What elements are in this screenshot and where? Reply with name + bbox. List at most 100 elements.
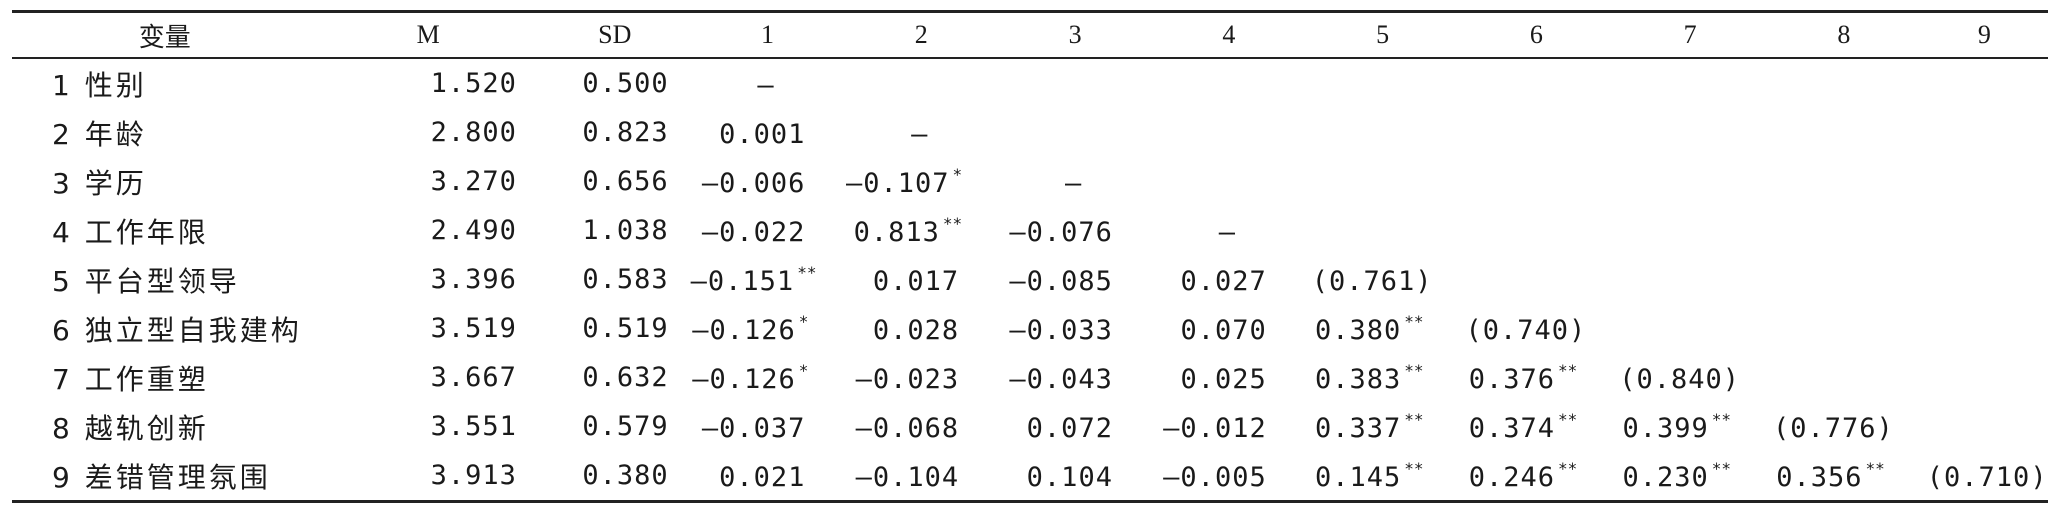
correlation-value: —0.023 [855,363,960,395]
correlation-value: —0.022 [701,216,806,248]
empty-cell [1767,255,1921,304]
empty-cell [1921,353,2048,402]
correlation-value: 0.025 [1180,363,1267,395]
mean-value: 3.519 [430,313,517,344]
table-row: 6 独立型自我建构 3.519 0.519 —0.126 * 0.028 —0.033 0.0… [12,304,2048,353]
variable-label: 5 平台型领导 [52,264,240,298]
correlation-cell: 0.380 ** [1306,304,1460,353]
correlation-cell: 0.337 ** [1306,402,1460,451]
empty-cell [1767,108,1921,157]
empty-cell [1613,304,1767,353]
sd-value: 0.500 [582,68,669,99]
empty-cell [1459,58,1613,108]
correlation-cell: — [691,58,845,108]
correlation-cell: 0.356 ** [1767,451,1921,502]
correlation-cell: (0.776) [1767,402,1921,451]
correlation-cell: —0.151 ** [691,255,845,304]
empty-cell [1767,157,1921,206]
header-col-3: 3 [1068,20,1082,49]
sd-value: 0.656 [582,166,669,197]
significance-marker: ** [942,213,963,233]
correlation-value: — [1064,167,1083,199]
mean-value: 3.396 [430,264,517,295]
header-col-5: 5 [1376,20,1390,49]
table-header: 变量 M SD 1 2 3 4 5 6 7 8 9 [12,11,2048,58]
correlation-cell: (0.740) [1459,304,1613,353]
correlation-cell: —0.033 [998,304,1152,353]
mean-value: 3.551 [430,411,517,442]
empty-cell [1613,108,1767,157]
correlation-cell: (0.761) [1306,255,1460,304]
significance-marker: ** [797,262,817,282]
mean-value: 1.520 [430,68,517,99]
correlation-value: 0.813 [853,216,940,248]
empty-cell [1459,108,1613,157]
empty-cell [1152,58,1306,108]
variable-label: 6 独立型自我建构 [52,313,302,347]
correlation-cell: 0.070 [1152,304,1306,353]
correlation-cell: —0.022 [691,206,845,255]
empty-cell [1459,255,1613,304]
significance-marker: ** [1711,458,1732,478]
header-row: 变量 M SD 1 2 3 4 5 6 7 8 9 [12,11,2048,58]
correlation-cell: —0.012 [1152,402,1306,451]
variable-label: 9 差错管理氛围 [52,460,271,494]
mean-value: 2.490 [430,215,517,246]
correlation-value: 0.021 [719,461,806,493]
header-mean: M [416,20,440,49]
empty-cell [1152,108,1306,157]
significance-marker: ** [1557,360,1578,380]
correlation-value: 0.070 [1180,314,1267,346]
empty-cell [1613,255,1767,304]
correlation-value: —0.033 [1009,314,1113,346]
empty-cell [1921,206,2048,255]
mean-value: 2.800 [430,117,517,148]
correlation-cell: —0.107 * [844,157,998,206]
significance-marker: ** [1865,458,1885,478]
header-col-4: 4 [1222,20,1236,49]
correlation-cell: —0.023 [844,353,998,402]
correlation-cell: 0.072 [998,402,1152,451]
correlation-cell: 0.399 ** [1613,402,1767,451]
correlation-value: —0.076 [1009,216,1113,248]
significance-marker: ** [1404,311,1424,331]
correlation-cell: 0.028 [844,304,998,353]
correlation-value: 0.337 [1314,412,1402,444]
correlation-value: 0.399 [1622,412,1709,444]
correlation-cell: 0.017 [844,255,998,304]
table-row: 4 工作年限 2.490 1.038 —0.022 0.813 ** —0.076 — [12,206,2048,255]
correlation-value: —0.012 [1163,412,1267,444]
empty-cell [1459,206,1613,255]
correlation-value: —0.126 [692,314,796,346]
correlation-value: (0.840) [1619,363,1741,395]
variable-label: 3 学历 [52,166,147,200]
correlation-cell: —0.126 * [691,353,845,402]
correlation-cell: 0.001 [691,108,845,157]
empty-cell [1921,108,2048,157]
correlation-value: (0.776) [1773,412,1894,444]
sd-value: 0.519 [582,313,669,344]
empty-cell [1921,157,2048,206]
table-row: 5 平台型领导 3.396 0.583 —0.151 ** 0.017 —0.085 0.02… [12,255,2048,304]
header-sd: SD [598,20,632,49]
mean-value: 3.270 [430,166,517,197]
empty-cell [1921,58,2048,108]
correlation-value: —0.104 [855,461,960,493]
table-row: 8 越轨创新 3.551 0.579 —0.037 —0.068 0.072 —0.012 0… [12,402,2048,451]
correlation-value: —0.037 [701,412,806,444]
significance-marker: * [798,311,809,331]
correlation-value: 0.072 [1026,412,1113,444]
significance-marker: ** [1404,409,1424,429]
correlation-cell: — [998,157,1152,206]
table-row: 3 学历 3.270 0.656 —0.006 —0.107 * — [12,157,2048,206]
correlation-cell: 0.376 ** [1459,353,1613,402]
correlation-value: —0.107 [846,167,950,199]
correlation-cell: 0.374 ** [1459,402,1613,451]
correlation-value: 0.356 [1776,461,1863,493]
empty-cell [1306,108,1460,157]
correlation-value: —0.043 [1009,363,1113,395]
correlation-cell: 0.145 ** [1306,451,1460,502]
correlation-cell: —0.126 * [691,304,845,353]
correlation-cell: —0.076 [998,206,1152,255]
sd-value: 0.632 [582,362,669,393]
